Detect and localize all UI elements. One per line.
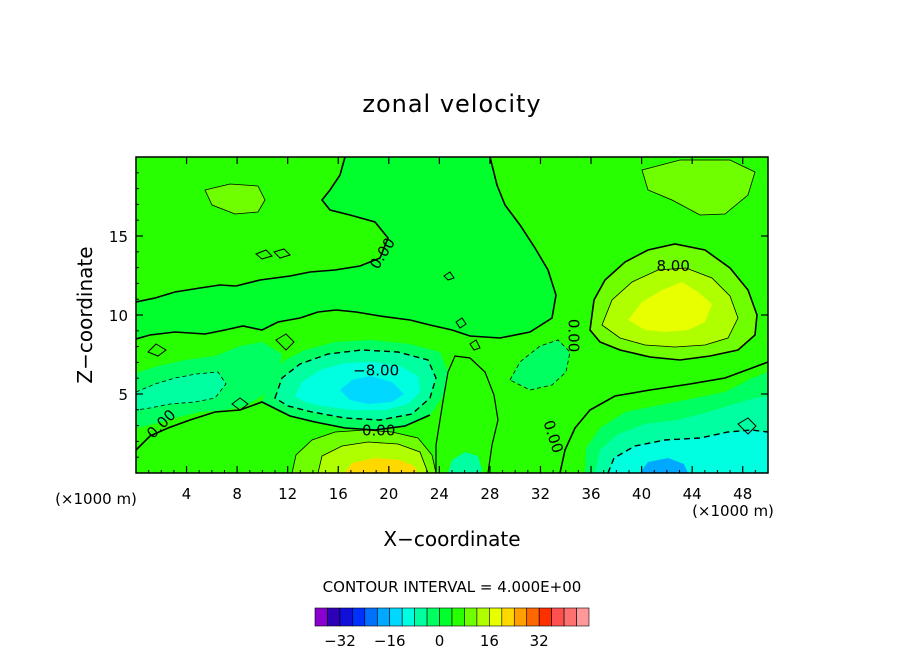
field-right-negative-core <box>640 458 688 473</box>
x-tick-label: 12 <box>278 485 297 503</box>
colorbar-tick-label: 16 <box>480 632 499 650</box>
colorbar-tick-label: 0 <box>435 632 445 650</box>
y-axis-label: Z−coordinate <box>73 246 97 383</box>
contour-thin-bottom-core <box>317 441 429 473</box>
x-tick-label: 40 <box>632 485 651 503</box>
colorbar-swatch <box>538 607 552 627</box>
colorbar-swatch <box>513 607 528 627</box>
colorbar-swatch <box>576 607 590 627</box>
field-mid-negative <box>510 340 570 390</box>
contour-thin-bottom <box>291 429 437 473</box>
contour-minus8-right <box>607 429 768 473</box>
contour-lines <box>136 157 768 473</box>
colorbar-swatch <box>464 607 478 627</box>
x-axis: 4 8 12 16 20 24 28 32 36 40 44 48 <box>148 157 756 503</box>
contour-dashed-mid <box>509 339 571 391</box>
x-axis-label: X−coordinate <box>383 527 520 551</box>
colorbar-swatch <box>389 607 403 627</box>
x-tick-label: 36 <box>581 485 600 503</box>
field-center-negative-core <box>340 376 404 404</box>
field-top-left-patch <box>205 184 265 214</box>
x-tick-label: 48 <box>733 485 752 503</box>
colorbar-swatch <box>314 607 328 627</box>
field-upper-left <box>136 157 388 302</box>
field-small-negative <box>448 452 482 473</box>
contour-small-loop-c <box>275 317 481 351</box>
contour-label: 0.00 <box>362 421 395 439</box>
colorbar-swatch <box>501 607 515 627</box>
colorbar-tick-label: 32 <box>530 632 549 650</box>
x-tick-label: 28 <box>480 485 499 503</box>
contour-thin-top-left <box>204 183 266 215</box>
x-unit-left: (×1000 m) <box>55 490 137 508</box>
contour-thin-jet <box>601 267 739 348</box>
colorbar-swatch <box>439 607 453 627</box>
colorbar-swatch <box>401 607 415 627</box>
contour-small-loop-d <box>443 271 757 435</box>
contour-label: 8.00 <box>656 257 689 275</box>
x-tick-label: 20 <box>379 485 398 503</box>
contour-zero-upper-right <box>136 157 557 340</box>
contour-small-loop-b <box>147 343 249 411</box>
colorbar-swatch <box>476 607 490 627</box>
colorbar-swatch <box>426 607 440 627</box>
colorbar-swatch <box>451 607 465 627</box>
contour-zero-upper <box>136 157 389 303</box>
field-bottom-peak <box>345 458 418 473</box>
colorbar-swatch <box>526 607 540 627</box>
colorbar-swatch <box>489 607 503 627</box>
contour-label: 0.00 <box>564 319 582 352</box>
x-tick-label: 24 <box>430 485 449 503</box>
field-jet-peak <box>628 282 712 332</box>
colorbar-swatch <box>551 607 565 627</box>
contour-small-loop-a <box>255 248 291 260</box>
contour-zero-mid <box>435 355 499 473</box>
colorbar-swatch <box>563 607 577 627</box>
contour-label: −8.00 <box>353 361 399 379</box>
colorbar-swatch <box>376 607 391 627</box>
chart-title: zonal velocity <box>362 90 541 118</box>
x-tick-label: 4 <box>182 485 192 503</box>
y-tick-label: 10 <box>109 307 128 325</box>
contour-zero-lower-left <box>136 401 431 451</box>
x-unit-right: (×1000 m) <box>692 502 774 520</box>
contour-dashed-left <box>136 371 227 411</box>
y-tick-label: 5 <box>118 386 128 404</box>
colorbar-swatch <box>364 607 378 627</box>
x-tick-label: 44 <box>683 485 702 503</box>
colorbar-swatch <box>414 607 428 627</box>
y-tick-label: 15 <box>109 228 128 246</box>
contour-thin-top-right <box>641 159 756 216</box>
colorbar-swatch <box>352 607 366 627</box>
colorbar: −32 −16 0 16 32 <box>314 607 590 650</box>
colorbar-tick-label: −32 <box>324 632 356 650</box>
contour-plus8 <box>589 243 758 361</box>
colorbar-swatch <box>339 607 353 627</box>
colorbar-swatch <box>327 607 341 627</box>
x-tick-label: 32 <box>531 485 550 503</box>
contour-zero-right <box>559 361 768 473</box>
colorbar-tick-label: −16 <box>374 632 406 650</box>
contour-minus8 <box>274 349 437 421</box>
contour-interval-text: CONTOUR INTERVAL = 4.000E+00 <box>323 578 582 596</box>
x-tick-label: 8 <box>232 485 242 503</box>
y-axis: 5 10 15 <box>109 172 768 458</box>
field-left-negative-mod <box>136 372 226 410</box>
x-tick-label: 16 <box>329 485 348 503</box>
plot-area: 0.000.000.00 0.00 0.00−8.008.00 <box>136 157 768 473</box>
field-top-right-patch <box>642 160 755 215</box>
